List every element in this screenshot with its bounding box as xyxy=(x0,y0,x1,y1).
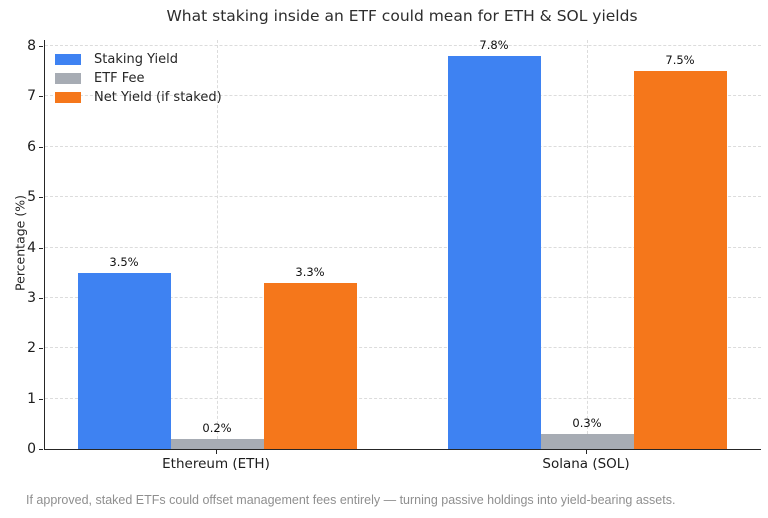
y-tick-mark xyxy=(39,297,43,299)
legend-item: Net Yield (if staked) xyxy=(55,88,222,107)
bar-value-label: 3.3% xyxy=(295,264,325,279)
bar-net-yield-if-staked xyxy=(263,282,357,449)
y-tick-label: 1 xyxy=(27,390,36,407)
gridline-horizontal xyxy=(45,95,761,97)
legend-swatch-staking-yield xyxy=(55,54,81,65)
x-tick-mark xyxy=(216,450,217,454)
gridline-vertical xyxy=(217,40,218,449)
gridline-horizontal xyxy=(45,246,761,248)
y-tick-label: 6 xyxy=(27,138,36,155)
x-tick-mark xyxy=(586,450,587,454)
y-tick-label: 3 xyxy=(27,289,36,306)
bar-value-label: 7.5% xyxy=(665,53,695,68)
bar-value-label: 0.2% xyxy=(202,420,232,435)
gridline-horizontal xyxy=(45,397,761,399)
legend: Staking Yield ETF Fee Net Yield (if staked… xyxy=(55,50,222,107)
y-tick-label: 4 xyxy=(27,239,36,256)
y-tick-label: 8 xyxy=(27,38,36,55)
chart-title: What staking inside an ETF could mean fo… xyxy=(166,7,638,25)
footer-caption: If approved, staked ETFs could offset ma… xyxy=(26,493,676,507)
y-tick-label: 2 xyxy=(27,340,36,357)
y-tick-mark xyxy=(39,247,43,249)
legend-label: ETF Fee xyxy=(94,71,145,86)
y-tick-mark xyxy=(39,46,43,48)
gridline-horizontal xyxy=(45,145,761,147)
y-tick-label: 7 xyxy=(27,88,36,105)
legend-item: ETF Fee xyxy=(55,69,222,88)
gridline-vertical xyxy=(587,40,588,449)
y-tick-mark xyxy=(39,197,43,199)
legend-swatch-net-yield-if-staked xyxy=(55,92,81,103)
bar-value-label: 0.3% xyxy=(572,415,602,430)
x-tick-label: Ethereum (ETH) xyxy=(162,456,270,472)
y-tick-mark xyxy=(39,146,43,148)
gridline-horizontal xyxy=(45,196,761,198)
gridline-horizontal xyxy=(45,45,761,47)
legend-item: Staking Yield xyxy=(55,50,222,69)
gridline-horizontal xyxy=(45,296,761,298)
legend-swatch-etf-fee xyxy=(55,73,81,84)
bar-staking-yield xyxy=(447,56,541,449)
gridline-horizontal xyxy=(45,347,761,349)
bar-value-label: 7.8% xyxy=(479,38,509,53)
legend-label: Staking Yield xyxy=(94,52,179,67)
y-tick-label: 5 xyxy=(27,189,36,206)
y-tick-mark xyxy=(39,348,43,350)
legend-label: Net Yield (if staked) xyxy=(94,90,222,105)
y-tick-mark xyxy=(39,398,43,400)
bar-etf-fee xyxy=(540,433,634,449)
plot-area: 3.5% 7.8% 0.2% 0.3% 3.3% 7.5% xyxy=(44,38,761,450)
bar-value-label: 3.5% xyxy=(109,254,139,269)
x-tick-label: Solana (SOL) xyxy=(542,456,630,472)
bar-etf-fee xyxy=(170,438,264,449)
y-tick-label: 0 xyxy=(27,441,36,457)
bar-staking-yield xyxy=(77,272,171,449)
y-tick-mark xyxy=(39,449,43,450)
y-tick-mark xyxy=(39,96,43,98)
bar-net-yield-if-staked xyxy=(633,71,727,449)
